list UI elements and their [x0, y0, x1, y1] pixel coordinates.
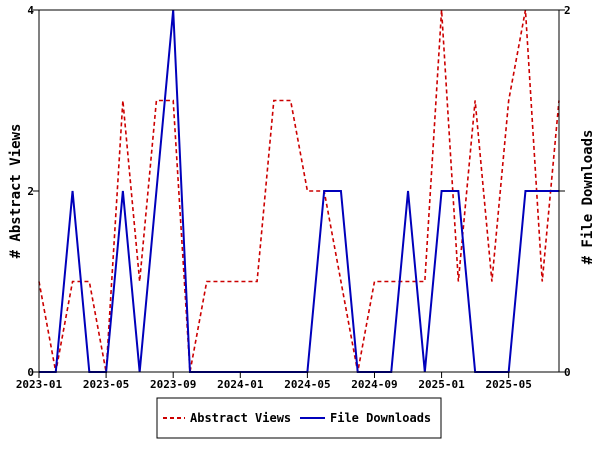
y-right-axis-ticks: 02 — [559, 4, 571, 379]
x-tick-label: 2024-05 — [284, 378, 330, 391]
y-left-axis-ticks: 0 2 4 — [27, 4, 39, 379]
series-line-abstract-views — [38, 9, 560, 373]
legend-box — [156, 397, 442, 439]
x-tick-label: 2023-09 — [150, 378, 196, 391]
legend-label-file-downloads: File Downloads — [330, 411, 431, 425]
y-right-axis-title: # File Downloads — [580, 130, 596, 265]
y-right-tick-label: 0 — [564, 366, 571, 379]
legend: Abstract Views File Downloads — [156, 397, 442, 439]
y-right-tick-label: 2 — [564, 4, 571, 17]
y-left-tick-label: 4 — [27, 4, 34, 17]
x-tick-label: 2023-01 — [16, 378, 63, 391]
legend-label-abstract-views: Abstract Views — [190, 411, 291, 425]
x-tick-label: 2025-01 — [418, 378, 465, 391]
y-left-tick-label: 2 — [27, 185, 34, 198]
y-left-axis-title: # Abstract Views — [8, 124, 24, 259]
x-tick-label: 2023-05 — [83, 378, 129, 391]
x-tick-label: 2024-09 — [351, 378, 397, 391]
y-left-tick-label: 0 — [27, 366, 34, 379]
x-tick-label: 2025-05 — [485, 378, 531, 391]
x-tick-label: 2024-01 — [217, 378, 264, 391]
x-axis-ticks: 2023-01 2023-05 2023-09 2024-01 2024-05 2024-… — [16, 372, 532, 391]
